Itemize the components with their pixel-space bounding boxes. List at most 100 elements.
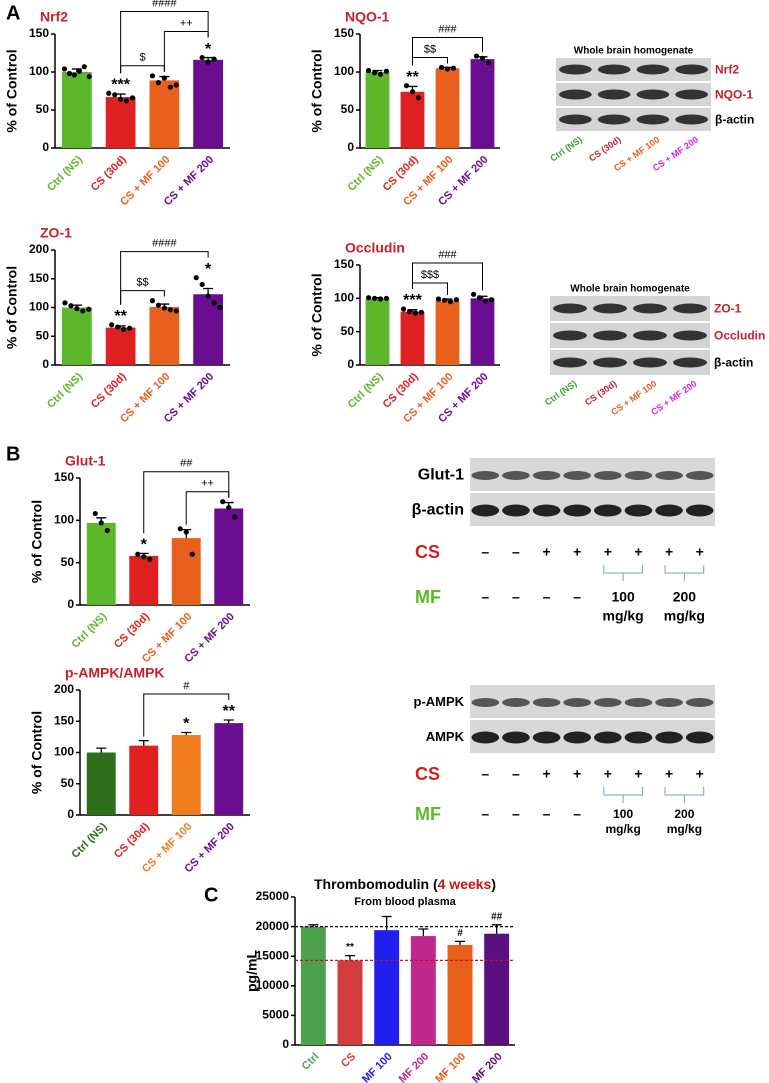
cs-label: CS xyxy=(415,542,440,562)
data-point xyxy=(112,92,118,98)
blot-band xyxy=(594,471,622,480)
data-point xyxy=(441,297,448,303)
data-point xyxy=(205,59,211,65)
blot-band xyxy=(559,64,592,75)
data-point xyxy=(418,309,425,315)
blot-row-label: NQO-1 xyxy=(715,88,753,102)
data-point xyxy=(147,556,153,562)
significance-marker: ** xyxy=(346,942,354,953)
blot-band xyxy=(563,471,591,480)
data-point xyxy=(217,304,223,311)
blot-band xyxy=(597,64,631,75)
data-point xyxy=(68,303,74,309)
blot-band xyxy=(502,504,530,517)
significance-marker: * xyxy=(183,716,190,733)
bracket-label: # xyxy=(183,680,190,692)
data-point xyxy=(98,520,104,526)
blot-band xyxy=(553,357,587,368)
significance-marker: *** xyxy=(403,292,422,309)
bar xyxy=(214,508,244,605)
data-point xyxy=(409,89,416,95)
bracket xyxy=(120,290,165,305)
mf-sign: – xyxy=(481,589,489,605)
cs-sign: + xyxy=(542,544,550,560)
bar xyxy=(410,936,436,1045)
blot-band xyxy=(624,471,653,480)
dose-amount: 100 xyxy=(613,807,633,821)
bar xyxy=(171,538,201,605)
bar xyxy=(129,745,159,815)
bracket xyxy=(120,251,209,305)
bar xyxy=(129,555,159,605)
blot-band xyxy=(532,471,561,480)
y-tick-label: 100 xyxy=(334,291,354,305)
data-point xyxy=(412,310,419,316)
blot-band xyxy=(633,330,667,341)
lane-label: CS (30d) xyxy=(583,378,619,407)
blot-band xyxy=(471,504,500,517)
blot-band xyxy=(673,330,707,341)
dose-amount: 100 xyxy=(611,589,635,605)
data-point xyxy=(183,529,189,535)
bar xyxy=(62,72,92,148)
mf-sign: – xyxy=(512,806,520,822)
blot-band xyxy=(532,731,561,744)
data-point xyxy=(155,80,162,86)
data-point xyxy=(173,82,179,88)
bar xyxy=(470,298,495,365)
y-tick-label: 0 xyxy=(347,140,354,154)
mf-sign: – xyxy=(573,806,581,822)
blot-band xyxy=(655,504,683,517)
y-tick-label: 0 xyxy=(67,807,74,821)
y-tick-label: 150 xyxy=(29,26,49,40)
blot-band xyxy=(553,330,587,341)
error-bar xyxy=(181,731,192,735)
blot-header: Whole brain homogenate xyxy=(574,46,694,57)
data-point xyxy=(86,73,92,80)
significance-marker: * xyxy=(205,261,212,278)
data-point xyxy=(199,281,205,288)
blot-band xyxy=(594,731,622,744)
y-tick-label: 10000 xyxy=(256,978,290,992)
data-point xyxy=(444,66,451,72)
y-tick-label: 100 xyxy=(54,513,74,527)
bracket xyxy=(120,11,209,74)
bracket-label: ++ xyxy=(180,17,193,29)
blot-row-label: Occludin xyxy=(714,329,765,343)
data-point xyxy=(189,551,195,557)
lane-label: CS (30d) xyxy=(587,134,623,163)
dose-unit: mg/kg xyxy=(603,608,644,624)
cs-label: CS xyxy=(415,764,440,784)
data-point xyxy=(71,72,77,78)
cs-sign: + xyxy=(665,544,673,560)
bracket xyxy=(143,471,230,534)
data-point xyxy=(109,322,115,328)
bracket-label: ++ xyxy=(201,478,214,490)
mf-sign: – xyxy=(512,589,520,605)
blot-band xyxy=(636,64,670,75)
bar xyxy=(193,294,223,365)
x-tick-label: Ctrl (NS) xyxy=(69,820,109,860)
data-point xyxy=(129,95,136,101)
bar xyxy=(193,59,223,149)
data-point xyxy=(365,67,372,74)
bracket-label: #### xyxy=(152,0,177,9)
bar xyxy=(300,926,326,1045)
error-bar xyxy=(115,93,126,98)
dose-unit: mg/kg xyxy=(605,822,640,836)
blot-band xyxy=(594,698,622,707)
error-bar xyxy=(308,924,319,927)
blot-band xyxy=(471,698,500,707)
error-bar xyxy=(203,56,214,60)
bar xyxy=(86,752,116,815)
data-point xyxy=(80,308,86,314)
bracket xyxy=(412,36,483,66)
bracket xyxy=(120,65,165,74)
y-tick-label: 15000 xyxy=(256,948,290,962)
bracket xyxy=(412,56,448,66)
data-point xyxy=(199,54,205,61)
panel-letter: A xyxy=(6,2,20,24)
x-tick-label: Ctrl (NS) xyxy=(45,153,85,193)
title-part: ) xyxy=(491,876,496,892)
